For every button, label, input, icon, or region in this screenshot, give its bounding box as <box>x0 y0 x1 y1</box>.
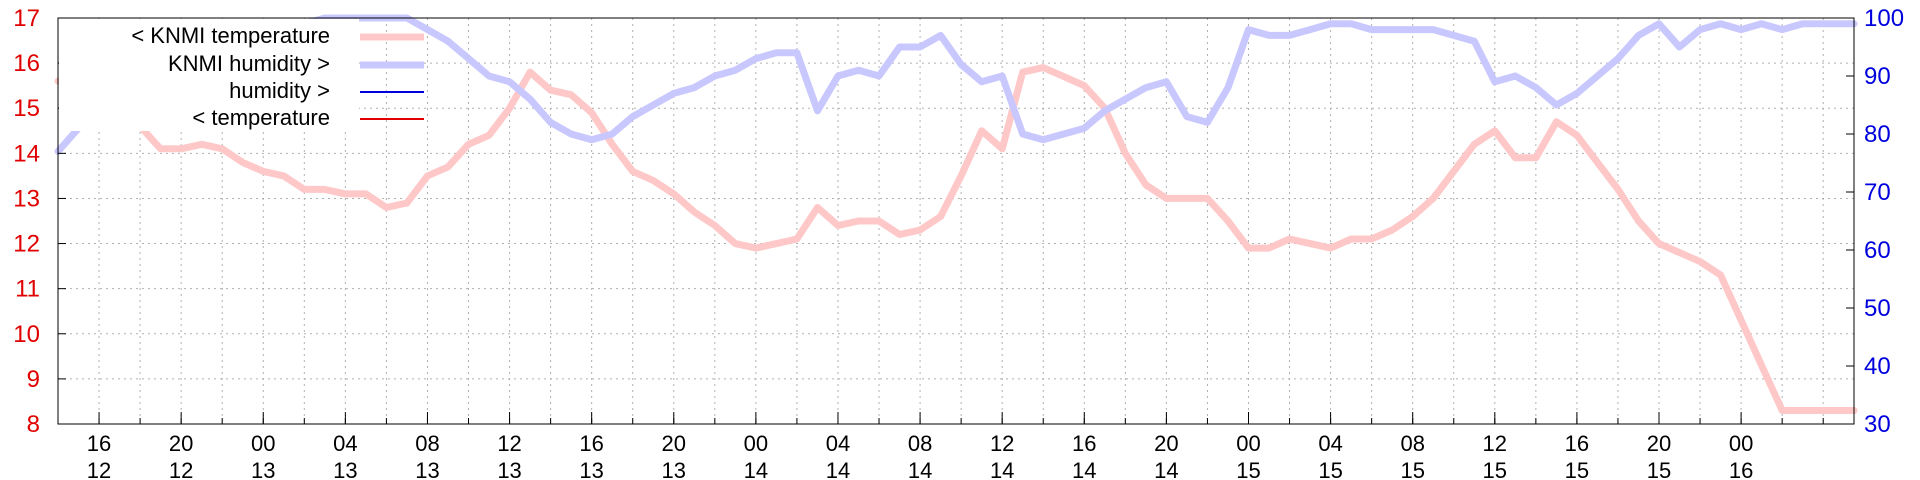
right-tick-label: 100 <box>1864 5 1904 32</box>
x-tick-hour: 04 <box>333 431 357 456</box>
x-tick-hour: 04 <box>1318 431 1342 456</box>
x-tick-hour: 20 <box>169 431 193 456</box>
x-tick-day: 15 <box>1647 458 1671 480</box>
x-tick-hour: 00 <box>1236 431 1260 456</box>
x-tick-day: 13 <box>662 458 686 480</box>
left-tick-label: 16 <box>13 50 40 77</box>
legend-label-0: < KNMI temperature <box>131 23 330 48</box>
x-tick-day: 13 <box>333 458 357 480</box>
right-tick-label: 40 <box>1864 353 1891 380</box>
left-tick-label: 13 <box>13 185 40 212</box>
right-tick-label: 70 <box>1864 179 1891 206</box>
x-tick-day: 14 <box>1154 458 1178 480</box>
x-tick-hour: 04 <box>826 431 850 456</box>
right-tick-label: 30 <box>1864 411 1891 438</box>
right-tick-label: 50 <box>1864 295 1891 322</box>
x-tick-hour: 20 <box>1647 431 1671 456</box>
x-tick-day: 12 <box>87 458 111 480</box>
x-tick-hour: 16 <box>1072 431 1096 456</box>
plot-frame <box>57 17 1855 425</box>
left-tick-label: 10 <box>13 321 40 348</box>
x-tick-hour: 16 <box>1565 431 1589 456</box>
left-tick-label: 15 <box>13 95 40 122</box>
x-tick-day: 14 <box>826 458 850 480</box>
x-tick-day: 14 <box>990 458 1014 480</box>
left-tick-label: 9 <box>27 366 40 393</box>
x-tick-hour: 00 <box>744 431 768 456</box>
x-tick-hour: 16 <box>579 431 603 456</box>
x-tick-day: 15 <box>1565 458 1589 480</box>
right-tick-label: 80 <box>1864 121 1891 148</box>
x-tick-day: 13 <box>251 458 275 480</box>
x-tick-day: 14 <box>744 458 768 480</box>
left-tick-label: 8 <box>27 411 40 438</box>
x-tick-hour: 08 <box>1400 431 1424 456</box>
right-axis-ticks: 30 40 50 60 70 80 90 100 <box>1846 5 1904 438</box>
x-tick-hour: 00 <box>251 431 275 456</box>
right-tick-label: 60 <box>1864 237 1891 264</box>
grid <box>57 17 1854 425</box>
x-tick-day: 15 <box>1318 458 1342 480</box>
x-tick-hour: 20 <box>662 431 686 456</box>
x-tick-hour: 08 <box>415 431 439 456</box>
legend: < KNMI temperature KNMI humidity >humidit… <box>59 19 424 131</box>
legend-background <box>59 19 359 131</box>
x-tick-day: 14 <box>908 458 932 480</box>
x-tick-hour: 20 <box>1154 431 1178 456</box>
left-tick-label: 11 <box>15 276 40 303</box>
legend-label-2: humidity > <box>229 78 330 103</box>
x-tick-hour: 12 <box>990 431 1014 456</box>
x-tick-day: 16 <box>1729 458 1753 480</box>
right-tick-label: 90 <box>1864 63 1891 90</box>
x-tick-hour: 08 <box>908 431 932 456</box>
left-tick-label: 14 <box>13 140 40 167</box>
x-tick-hour: 12 <box>1483 431 1507 456</box>
legend-label-3: < temperature <box>192 105 330 130</box>
x-tick-day: 15 <box>1236 458 1260 480</box>
legend-label-1: KNMI humidity > <box>168 51 330 76</box>
series-line-0 <box>54 64 1858 414</box>
x-tick-hour: 16 <box>87 431 111 456</box>
x-tick-day: 15 <box>1400 458 1424 480</box>
x-tick-day: 15 <box>1483 458 1507 480</box>
x-tick-day: 13 <box>579 458 603 480</box>
x-axis-ticks: 1612201200130413081312131613201300140414… <box>57 412 1824 480</box>
x-tick-day: 13 <box>497 458 521 480</box>
x-tick-day: 14 <box>1072 458 1096 480</box>
x-tick-hour: 00 <box>1729 431 1753 456</box>
left-tick-label: 12 <box>13 231 40 258</box>
x-tick-day: 12 <box>169 458 193 480</box>
x-tick-day: 13 <box>415 458 439 480</box>
left-axis-ticks: 8 9 10 11 12 13 14 15 16 17 <box>13 5 66 438</box>
left-tick-label: 17 <box>13 5 40 32</box>
x-tick-hour: 12 <box>497 431 521 456</box>
